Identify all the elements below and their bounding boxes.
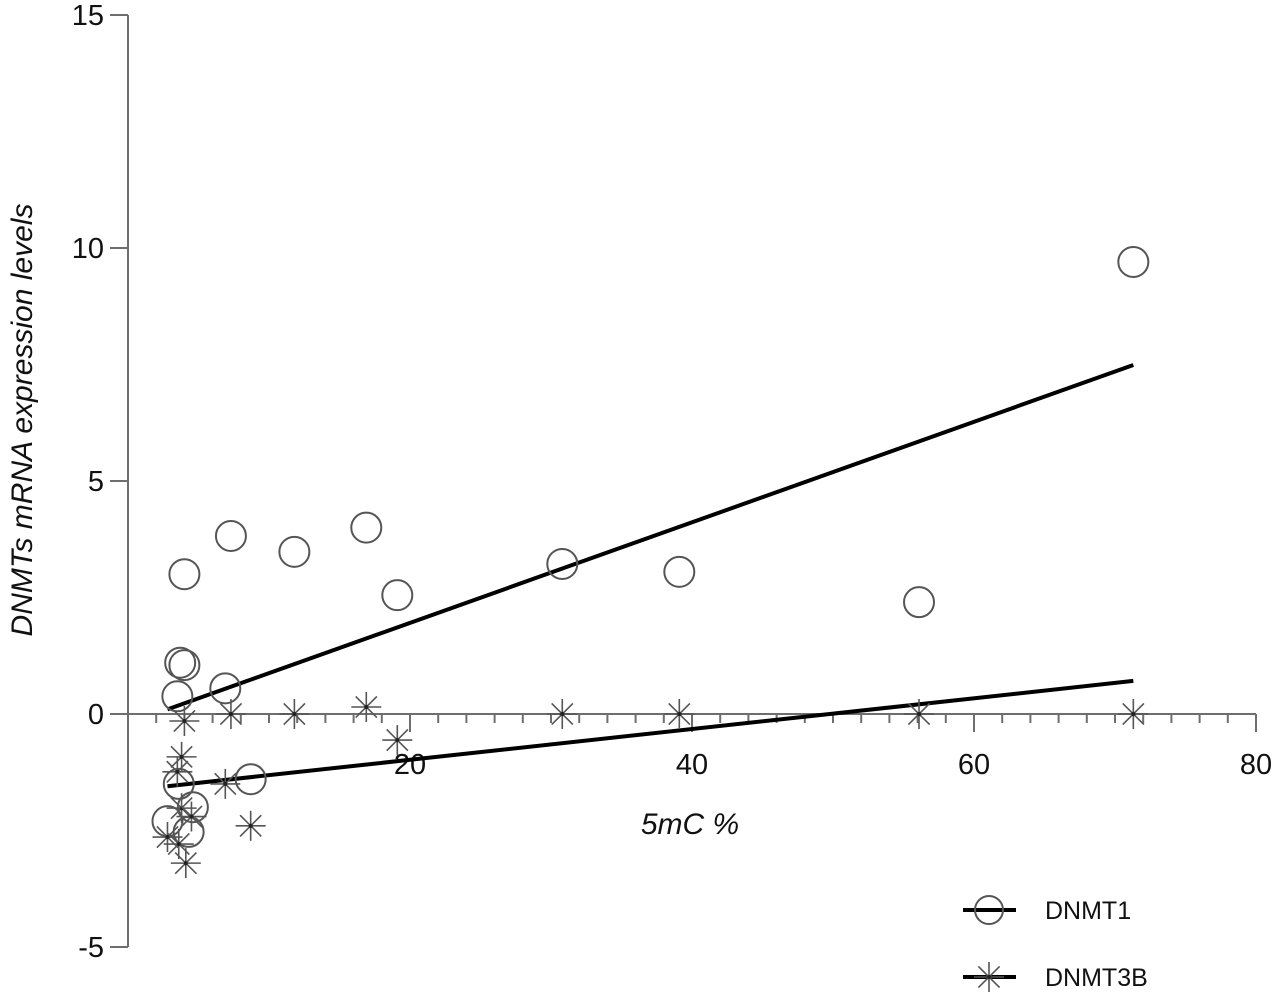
- fit-line-dnmt3b: [167, 678, 1134, 789]
- axes: [110, 14, 1257, 948]
- asterisk-marker: [279, 699, 310, 729]
- circle-marker: [209, 672, 242, 705]
- circle-marker: [663, 555, 696, 588]
- circle-marker: [350, 511, 383, 544]
- legend-label-dnmt1: DNMT1: [1045, 897, 1131, 925]
- x-tick-labels: 20 40 60 80: [394, 749, 1272, 781]
- legend-item-dnmt3b: DNMT3B: [963, 962, 1148, 992]
- circle-marker: [162, 767, 195, 800]
- legend-label-dnmt3b: DNMT3B: [1045, 964, 1148, 992]
- asterisk-marker: [351, 692, 382, 723]
- asterisk-marker: [176, 801, 207, 832]
- asterisk-marker: [1118, 699, 1149, 729]
- y-tick-label: 0: [88, 699, 104, 731]
- circle-marker: [234, 763, 267, 796]
- asterisk-marker: [215, 699, 246, 729]
- x-axis-title: 5mC %: [641, 808, 739, 841]
- x-tick-label: 80: [1240, 749, 1272, 781]
- x-tick-label: 20: [394, 749, 426, 781]
- y-tick-label: 15: [72, 0, 104, 32]
- asterisk-marker: [664, 699, 695, 729]
- asterisk-marker-icon: [974, 962, 1004, 992]
- circle-marker: [214, 519, 247, 552]
- asterisk-marker: [235, 810, 266, 841]
- asterisk-marker: [169, 705, 200, 736]
- asterisk-marker: [170, 848, 201, 879]
- circle-marker: [381, 579, 414, 612]
- y-tick-label: 5: [88, 466, 104, 498]
- circle-marker: [278, 535, 311, 568]
- y-tick-labels: 15 10 5 0 -5: [72, 0, 104, 964]
- fit-lines: [166, 363, 1135, 789]
- circle-marker: [168, 649, 201, 682]
- data-markers: [151, 245, 1150, 879]
- legend-item-dnmt1: DNMT1: [963, 895, 1131, 925]
- asterisk-marker: [382, 725, 413, 756]
- asterisk-marker: [547, 699, 578, 729]
- asterisk-marker: [210, 768, 241, 799]
- circle-marker: [164, 646, 197, 679]
- y-tick-label: -5: [78, 932, 104, 964]
- x-tick-label: 60: [958, 749, 990, 781]
- x-tick-label: 40: [676, 749, 708, 781]
- circle-marker: [1117, 245, 1150, 278]
- fit-line-dnmt1: [166, 363, 1135, 712]
- circle-marker: [161, 680, 194, 713]
- y-tick-label: 10: [72, 233, 104, 265]
- asterisk-marker: [162, 756, 193, 787]
- circle-marker: [903, 586, 936, 619]
- asterisk-marker: [163, 829, 194, 860]
- circle-marker: [168, 558, 201, 591]
- circle-marker: [546, 547, 579, 580]
- asterisk-marker: [904, 699, 935, 729]
- circle-marker: [176, 791, 209, 824]
- asterisk-marker: [974, 962, 1004, 992]
- legend: DNMT1 DNMT3B: [963, 895, 1148, 992]
- open-circle-marker-icon: [974, 895, 1004, 925]
- y-axis-title: DNMTs mRNA expression levels: [6, 204, 39, 637]
